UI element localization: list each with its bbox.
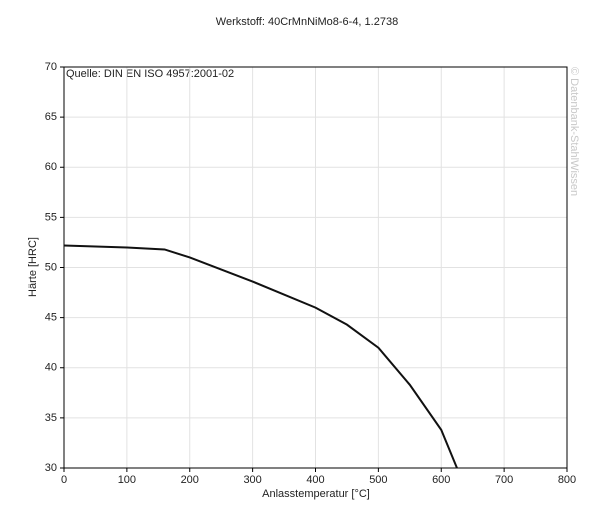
chart-title: Werkstoff: 40CrMnNiMo8-6-4, 1.2738	[216, 16, 398, 28]
x-tick-label: 700	[495, 474, 513, 486]
x-tick-label: 100	[118, 474, 136, 486]
y-tick-label: 55	[45, 211, 57, 223]
line-series	[63, 244, 458, 469]
y-tick-label: 35	[45, 412, 57, 424]
annotation: Quelle: DIN EN ISO 4957:2001-02	[66, 68, 234, 80]
y-tick-label: 50	[45, 261, 57, 273]
x-axis-label: Anlasstemperatur [°C]	[262, 488, 370, 500]
plot-frame	[63, 66, 568, 469]
watermark: © Datenbank-StahlWissen	[568, 67, 580, 196]
y-tick-label: 40	[45, 362, 57, 374]
y-tick-label: 30	[45, 462, 57, 474]
x-tick-label: 300	[243, 474, 261, 486]
y-tick-label: 45	[45, 312, 57, 324]
x-tick-label: 600	[432, 474, 450, 486]
x-tick-label: 200	[181, 474, 199, 486]
y-axis-label: Härte [HRC]	[27, 237, 39, 297]
x-tick-label: 400	[306, 474, 324, 486]
x-tick-label: 500	[369, 474, 387, 486]
y-tick-label: 65	[45, 111, 57, 123]
x-tick-label: 800	[558, 474, 576, 486]
y-tick-label: 70	[45, 61, 57, 73]
x-tick-label: 0	[61, 474, 67, 486]
y-tick-label: 60	[45, 161, 57, 173]
